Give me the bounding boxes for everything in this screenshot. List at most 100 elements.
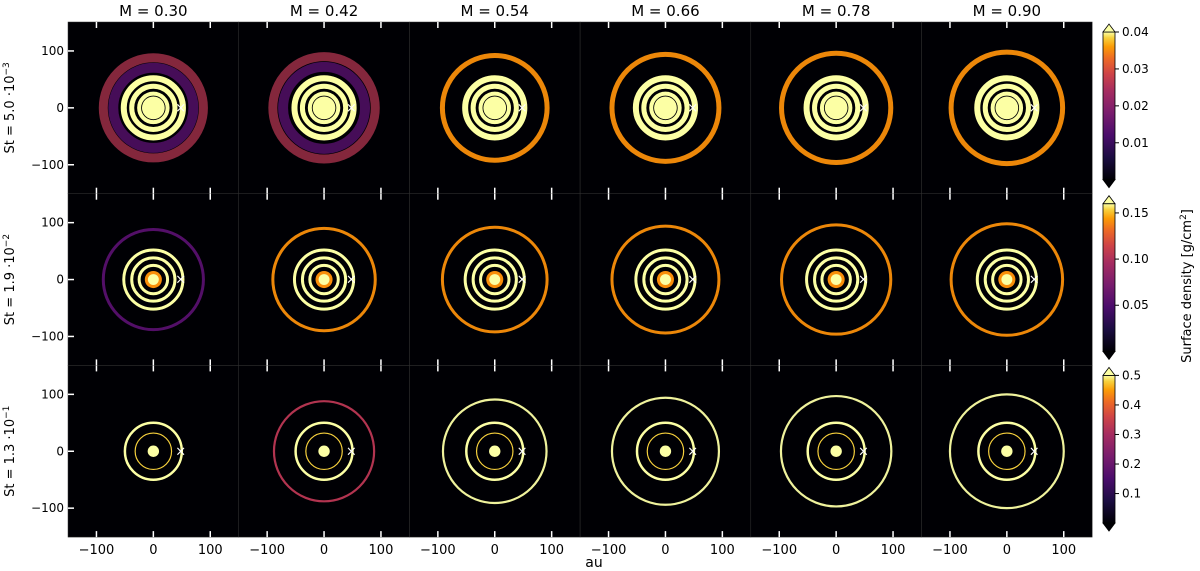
dust-ring [471,256,518,303]
colorbar-tick-label: 0.3 [1122,427,1141,441]
x-tick-label: 0 [832,543,840,558]
y-tick-label: 100 [41,387,64,401]
dust-ring [122,248,185,311]
panel-r0-c3: × [579,21,752,194]
dust-ring [465,421,525,481]
dust-ring [299,83,349,132]
star-core [1001,274,1013,286]
dust-ring [988,432,1026,471]
panel-r2-c4: × −100 0 100 [750,365,922,558]
panel-r2-c1: × −100 0 100 [238,365,410,558]
outer-ring [439,53,550,163]
dust-ring [806,421,866,481]
x-tick-label: 100 [369,543,394,558]
dust-ring [137,91,170,125]
panel-r1-c0: × 100 0 −100 [31,193,239,366]
colorbar-tick-label: 0.5 [1122,368,1141,382]
dust-ring [120,75,186,141]
x-tick-label: −100 [420,543,456,558]
column-title: M = 0.78 [802,2,870,20]
dust-ring [982,83,1031,132]
column-title: M = 0.90 [973,2,1041,20]
dust-ring [308,263,340,296]
dust-ring [291,75,357,141]
row-label: St = 1.3 ·10−1 [2,406,18,497]
x-tick-label: 0 [661,543,669,558]
dust-ring [983,256,1030,303]
dust-ring [307,91,341,125]
y-tick-label: 100 [41,44,64,58]
outer-ring [610,224,721,335]
colorbar-0: 0.01 0.02 0.03 0.04 [1102,23,1149,189]
panel-r0-c2: × [409,21,581,194]
column-titles: M = 0.30 M = 0.42 M = 0.54 M = 0.66 M = 0.78… [119,2,1041,20]
column-title: M = 0.54 [461,2,529,20]
x-tick-label: 100 [1051,543,1076,558]
colorbar-extend-max [1102,23,1116,33]
star-core [144,98,163,117]
outer-ring [610,396,721,506]
column-title: M = 0.42 [290,2,358,20]
dust-ring [130,256,177,303]
planet-marker: × [175,273,186,288]
star-core [148,446,158,456]
x-tick-label: 0 [149,543,157,558]
colorbar-label: Surface density [g/cm2] [1179,209,1195,363]
x-tick-label: −100 [761,543,797,558]
x-axis-label: au [585,555,602,571]
colorbar-2: 0.1 0.2 0.3 0.4 0.5 [1102,366,1141,532]
colorbar-tick-label: 0.4 [1122,398,1141,412]
dust-ring [975,248,1038,311]
dust-ring [641,83,690,132]
dust-ring [803,75,869,141]
panel-r1-c5: × [921,193,1093,366]
dust-ring [990,91,1024,125]
panel-r2-c2: × −100 0 100 [409,365,581,558]
planet-marker: × [175,101,186,116]
dust-ring [805,248,868,311]
y-tick-label: 0 [56,444,64,458]
dust-ring [991,263,1023,296]
panel-r1-c4: × [750,193,922,366]
planet-marker: × [346,444,357,459]
y-tick-label: 0 [56,273,64,287]
row-labels: St = 5.0 ·10−3 St = 1.9 ·10−2 St = 1.3 ·10… [2,62,18,497]
x-tick-label: 100 [710,543,735,558]
outer-ring [949,222,1065,337]
dust-ring [470,83,519,132]
x-tick-label: 0 [491,543,499,558]
outer-ring [101,227,205,332]
outer-ring [98,53,208,163]
dust-ring [634,248,697,311]
planet-marker: × [858,273,869,288]
star-core [827,98,846,117]
dust-ring [123,421,184,481]
dust-ring [305,432,343,471]
dust-ring [134,432,173,471]
colorbar-extend-max [1102,366,1116,376]
dust-ring [646,432,685,471]
panel-r2-c0: × 100 0 −100 −100 0 100 [31,365,239,558]
dust-ring [817,432,855,471]
planet-marker: × [517,273,528,288]
colorbar-tick-label: 0.01 [1122,136,1149,150]
x-tick-label: −100 [591,543,627,558]
outer-ring [948,49,1066,167]
dust-ring [813,256,860,303]
planet-marker: × [346,101,357,116]
dust-ring [649,91,682,125]
planet-marker: × [1029,101,1040,116]
colorbar-tick-label: 0.1 [1122,487,1141,501]
colorbar-extend-min [1102,179,1116,189]
planet-marker: × [517,444,528,459]
star-core [314,98,334,117]
star-core [319,446,329,456]
dust-ring [129,83,178,132]
dust-ring [642,256,689,303]
dust-ring [974,75,1040,141]
star-core [830,274,842,286]
star-core [997,98,1016,117]
outer-ring [779,394,893,508]
colorbar-tick-label: 0.15 [1122,206,1149,220]
colorbar-1: 0.05 0.10 0.15 [1102,195,1149,361]
